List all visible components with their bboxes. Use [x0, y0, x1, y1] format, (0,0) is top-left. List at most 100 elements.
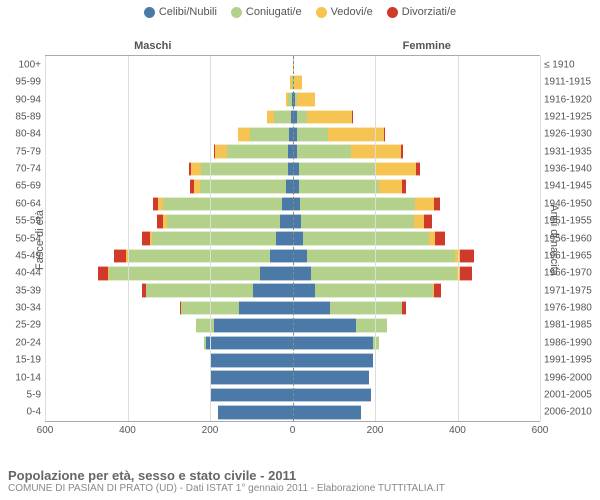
- age-label: 35-39: [0, 285, 45, 296]
- bar-segment: [239, 301, 293, 316]
- legend-swatch: [387, 7, 398, 18]
- gridline: [128, 56, 129, 421]
- bar-segment: [293, 318, 357, 333]
- bar-male: [45, 214, 293, 229]
- bar-segment: [267, 110, 274, 125]
- x-tick-label: 600: [37, 425, 54, 436]
- bar-female: [293, 58, 541, 73]
- bar-segment: [356, 318, 387, 333]
- bar-male: [45, 162, 293, 177]
- age-label: 100+: [0, 59, 45, 70]
- bar-segment: [293, 353, 373, 368]
- bar-segment: [293, 336, 373, 351]
- bar-male: [45, 388, 293, 403]
- bar-segment: [293, 370, 369, 385]
- bar-male: [45, 144, 293, 159]
- bar-male: [45, 336, 293, 351]
- bar-segment: [414, 214, 424, 229]
- bar-female: [293, 127, 541, 142]
- birth-year-label: 1996-2000: [540, 372, 600, 383]
- bar-segment: [201, 162, 288, 177]
- bar-segment: [293, 405, 361, 420]
- bar-segment: [114, 249, 126, 264]
- birth-year-label: 1976-1980: [540, 303, 600, 314]
- bar-segment: [297, 110, 307, 125]
- bar-segment: [210, 353, 293, 368]
- bar-segment: [200, 179, 287, 194]
- x-tick-label: 600: [532, 425, 549, 436]
- age-label: 60-64: [0, 198, 45, 209]
- bar-segment: [307, 249, 456, 264]
- bar-segment: [307, 110, 352, 125]
- bar-segment: [434, 283, 441, 298]
- birth-year-label: 1951-1955: [540, 216, 600, 227]
- bar-male: [45, 197, 293, 212]
- bar-segment: [260, 266, 293, 281]
- legend-item: Vedovi/e: [316, 6, 373, 18]
- bar-segment: [293, 388, 371, 403]
- bar-segment: [297, 144, 351, 159]
- bar-segment: [227, 144, 289, 159]
- age-label: 55-59: [0, 216, 45, 227]
- age-label: 15-19: [0, 355, 45, 366]
- age-label: 75-79: [0, 146, 45, 157]
- bar-male: [45, 127, 293, 142]
- bar-segment: [297, 92, 316, 107]
- bar-segment: [294, 75, 301, 90]
- bar-female: [293, 110, 541, 125]
- birth-year-label: 1926-1930: [540, 129, 600, 140]
- gridline: [540, 56, 541, 421]
- bar-segment: [311, 266, 457, 281]
- age-label: 90-94: [0, 94, 45, 105]
- bar-segment: [146, 283, 253, 298]
- x-tick-label: 400: [119, 425, 136, 436]
- birth-year-label: ≤ 1910: [540, 59, 600, 70]
- birth-year-label: 1936-1940: [540, 164, 600, 175]
- bar-male: [45, 249, 293, 264]
- age-label: 65-69: [0, 181, 45, 192]
- legend-swatch: [231, 7, 242, 18]
- legend-item: Divorziati/e: [387, 6, 456, 18]
- bar-segment: [210, 388, 293, 403]
- center-line: [293, 56, 294, 421]
- bar-segment: [402, 301, 406, 316]
- bar-segment: [330, 301, 402, 316]
- age-label: 25-29: [0, 320, 45, 331]
- bar-male: [45, 370, 293, 385]
- bar-segment: [163, 197, 283, 212]
- bar-segment: [416, 162, 419, 177]
- birth-year-label: 1946-1950: [540, 198, 600, 209]
- bar-segment: [215, 144, 227, 159]
- bar-female: [293, 231, 541, 246]
- bar-segment: [460, 249, 474, 264]
- bar-male: [45, 283, 293, 298]
- bar-segment: [299, 162, 375, 177]
- bar-segment: [293, 266, 312, 281]
- bar-segment: [379, 179, 402, 194]
- legend-label: Divorziati/e: [402, 6, 456, 18]
- bar-segment: [401, 144, 403, 159]
- bar-segment: [270, 249, 293, 264]
- x-axis: 6004002000200400600: [45, 422, 540, 440]
- bar-segment: [210, 370, 293, 385]
- age-label: 0-4: [0, 407, 45, 418]
- x-tick-label: 200: [367, 425, 384, 436]
- bar-segment: [250, 127, 289, 142]
- bar-segment: [109, 266, 260, 281]
- bar-segment: [98, 266, 108, 281]
- legend-swatch: [144, 7, 155, 18]
- gridline: [45, 56, 46, 421]
- legend-item: Celibi/Nubili: [144, 6, 217, 18]
- birth-year-label: 1956-1960: [540, 233, 600, 244]
- bar-segment: [375, 162, 416, 177]
- age-label: 30-34: [0, 303, 45, 314]
- bar-segment: [152, 231, 276, 246]
- bar-segment: [293, 283, 316, 298]
- birth-year-label: 1991-1995: [540, 355, 600, 366]
- bar-segment: [191, 162, 201, 177]
- birth-year-label: 1971-1975: [540, 285, 600, 296]
- bar-male: [45, 405, 293, 420]
- bar-segment: [293, 249, 307, 264]
- birth-year-label: 2006-2010: [540, 407, 600, 418]
- birth-year-label: 1931-1935: [540, 146, 600, 157]
